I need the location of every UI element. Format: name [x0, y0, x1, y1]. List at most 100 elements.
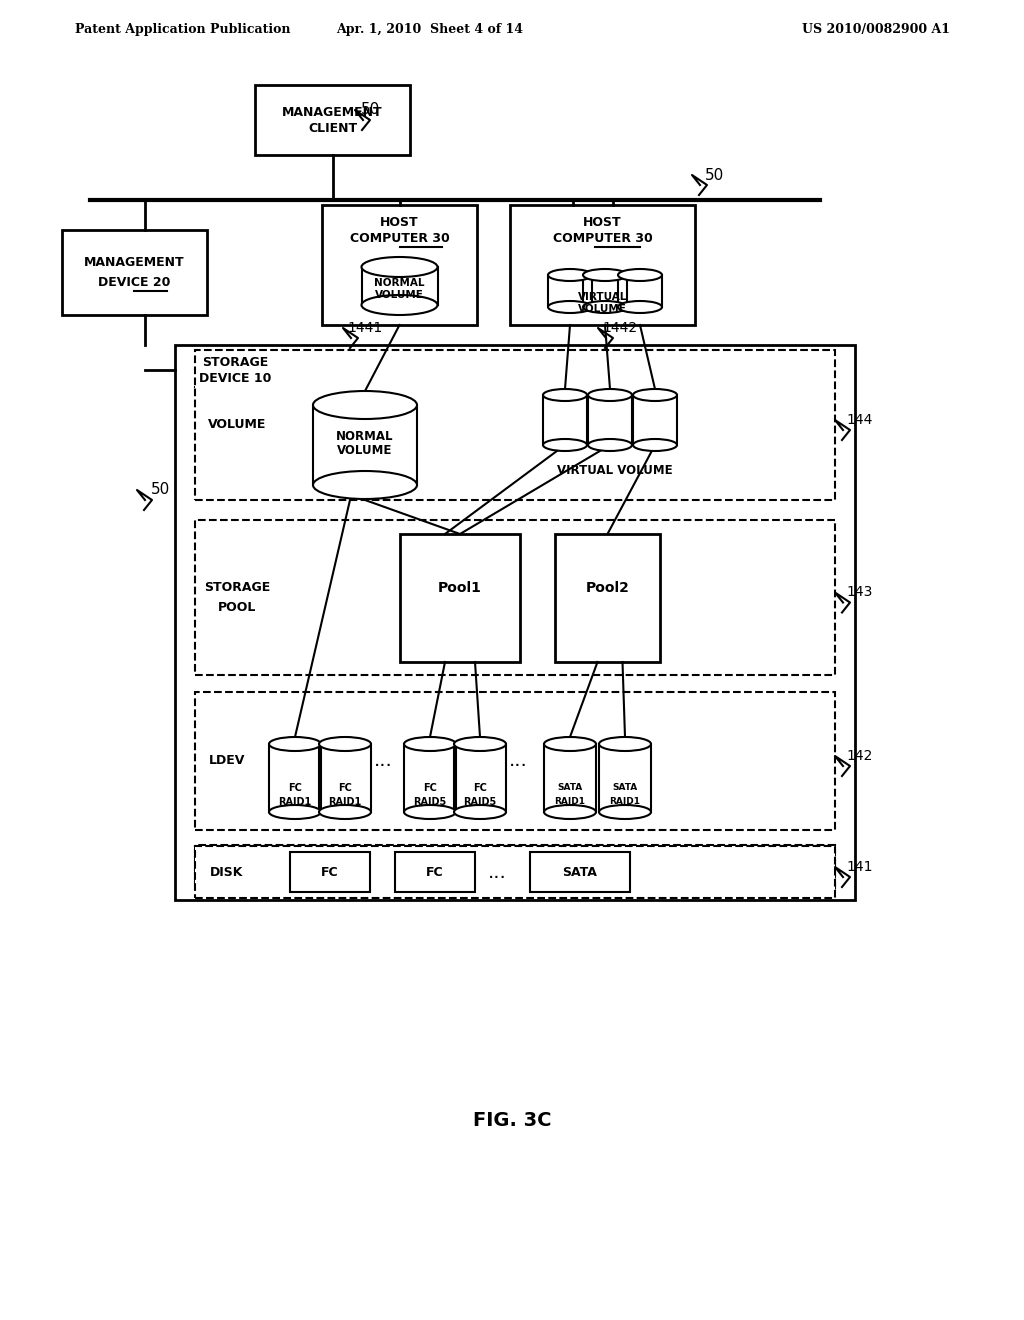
Bar: [195, 845, 835, 890]
Text: MANAGEMENT: MANAGEMENT: [283, 106, 383, 119]
Text: 143: 143: [847, 586, 873, 599]
Polygon shape: [544, 744, 596, 812]
Text: VOLUME: VOLUME: [337, 445, 392, 458]
Bar: [195, 692, 835, 830]
Text: SATA: SATA: [612, 784, 638, 792]
Ellipse shape: [319, 805, 371, 818]
Text: US 2010/0082900 A1: US 2010/0082900 A1: [802, 24, 950, 37]
Polygon shape: [583, 275, 627, 308]
Polygon shape: [454, 744, 506, 812]
Text: 50: 50: [151, 483, 170, 498]
Text: RAID1: RAID1: [609, 797, 640, 807]
Text: FC: FC: [338, 783, 352, 793]
Text: NORMAL: NORMAL: [374, 279, 425, 288]
Ellipse shape: [454, 737, 506, 751]
Bar: [290, 851, 370, 892]
Text: RAID1: RAID1: [555, 797, 586, 807]
Ellipse shape: [583, 269, 627, 281]
Polygon shape: [319, 744, 371, 812]
Ellipse shape: [588, 440, 632, 451]
Text: FC: FC: [423, 783, 437, 793]
Text: COMPUTER 30: COMPUTER 30: [553, 232, 652, 246]
Polygon shape: [404, 744, 456, 812]
Text: FC: FC: [426, 866, 443, 879]
Text: CLIENT: CLIENT: [308, 121, 357, 135]
Ellipse shape: [543, 389, 587, 401]
Text: MANAGEMENT: MANAGEMENT: [84, 256, 184, 269]
Bar: [322, 205, 477, 325]
Text: RAID1: RAID1: [279, 797, 311, 807]
Text: SATA: SATA: [557, 784, 583, 792]
Text: FC: FC: [322, 866, 339, 879]
Text: STORAGE: STORAGE: [204, 581, 270, 594]
Ellipse shape: [543, 440, 587, 451]
Bar: [555, 535, 660, 663]
Ellipse shape: [633, 440, 677, 451]
Text: Apr. 1, 2010  Sheet 4 of 14: Apr. 1, 2010 Sheet 4 of 14: [337, 24, 523, 37]
Polygon shape: [633, 395, 677, 445]
Ellipse shape: [319, 737, 371, 751]
Text: HOST: HOST: [380, 216, 419, 230]
Ellipse shape: [599, 805, 651, 818]
Text: RAID5: RAID5: [464, 797, 497, 807]
Text: VOLUME: VOLUME: [208, 418, 266, 432]
Text: FC: FC: [473, 783, 487, 793]
Text: FC: FC: [288, 783, 302, 793]
Ellipse shape: [548, 301, 592, 313]
Text: VOLUME: VOLUME: [579, 304, 627, 314]
Text: POOL: POOL: [218, 601, 256, 614]
Polygon shape: [599, 744, 651, 812]
Ellipse shape: [361, 257, 437, 277]
Text: LDEV: LDEV: [209, 755, 245, 767]
Polygon shape: [361, 267, 437, 305]
Ellipse shape: [313, 471, 417, 499]
Ellipse shape: [404, 805, 456, 818]
Text: ...: ...: [487, 862, 507, 882]
Text: ...: ...: [374, 751, 392, 771]
Text: 1441: 1441: [347, 321, 383, 335]
Text: 141: 141: [847, 861, 873, 874]
Ellipse shape: [269, 805, 321, 818]
Polygon shape: [618, 275, 662, 308]
Polygon shape: [269, 744, 321, 812]
Text: RAID5: RAID5: [414, 797, 446, 807]
Ellipse shape: [618, 301, 662, 313]
Text: HOST: HOST: [584, 216, 622, 230]
Text: VIRTUAL: VIRTUAL: [578, 292, 627, 302]
Text: 1442: 1442: [602, 321, 638, 335]
Polygon shape: [548, 275, 592, 308]
Text: SATA: SATA: [562, 866, 597, 879]
Ellipse shape: [544, 805, 596, 818]
Text: NORMAL: NORMAL: [336, 430, 394, 444]
Bar: [255, 84, 410, 154]
Ellipse shape: [548, 269, 592, 281]
Bar: [510, 205, 695, 325]
Text: Pool2: Pool2: [586, 581, 630, 595]
Ellipse shape: [588, 389, 632, 401]
Ellipse shape: [599, 737, 651, 751]
Polygon shape: [543, 395, 587, 445]
Ellipse shape: [618, 269, 662, 281]
Ellipse shape: [633, 389, 677, 401]
Bar: [400, 535, 520, 663]
Text: Pool1: Pool1: [438, 581, 482, 595]
Text: 144: 144: [847, 413, 873, 426]
Text: STORAGE: STORAGE: [202, 356, 268, 370]
Bar: [195, 520, 835, 675]
Polygon shape: [588, 395, 632, 445]
Bar: [175, 345, 855, 900]
Ellipse shape: [404, 737, 456, 751]
Bar: [195, 350, 835, 500]
Ellipse shape: [544, 737, 596, 751]
Text: DEVICE 20: DEVICE 20: [98, 276, 171, 289]
Text: ...: ...: [509, 751, 527, 771]
Text: DISK: DISK: [210, 866, 244, 879]
Ellipse shape: [361, 294, 437, 315]
Text: VOLUME: VOLUME: [375, 290, 424, 300]
Text: FIG. 3C: FIG. 3C: [473, 1110, 551, 1130]
Text: COMPUTER 30: COMPUTER 30: [349, 232, 450, 246]
Polygon shape: [313, 405, 417, 484]
Text: RAID1: RAID1: [329, 797, 361, 807]
Text: 50: 50: [360, 103, 380, 117]
Text: 50: 50: [706, 168, 725, 182]
